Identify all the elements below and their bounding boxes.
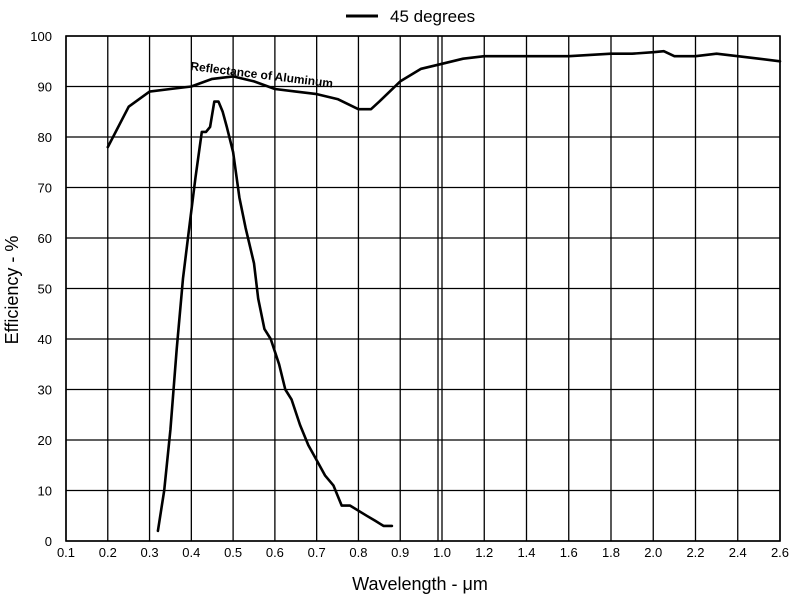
- plot-frame: [65, 35, 781, 542]
- y-tick-label: 50: [38, 282, 52, 297]
- x-tick-label: 2.4: [729, 545, 747, 560]
- x-tick-label: 0.9: [391, 545, 409, 560]
- y-tick-label: 90: [38, 80, 52, 95]
- y-tick-label: 100: [30, 29, 52, 44]
- x-tick-label: 0.6: [266, 545, 284, 560]
- annotation-reflectance: Reflectance of Aluminum: [190, 59, 334, 90]
- x-tick-label: 0.5: [224, 545, 242, 560]
- series: [106, 49, 782, 533]
- x-tick-label: 2.6: [771, 545, 789, 560]
- x-tick-label: 0.8: [349, 545, 367, 560]
- x-tick-label: 0.2: [99, 545, 117, 560]
- y-tick-label: 60: [38, 231, 52, 246]
- legend: 45 degrees: [346, 7, 475, 26]
- x-tick-label: 0.4: [182, 545, 200, 560]
- x-tick-label: 2.0: [644, 545, 662, 560]
- y-tick-label: 20: [38, 433, 52, 448]
- y-axis-title: Efficiency - %: [2, 236, 22, 345]
- series-line-45-degrees: [156, 100, 394, 533]
- x-tick-label: 1.2: [475, 545, 493, 560]
- y-tick-label: 0: [45, 534, 52, 549]
- x-tick-label: 0.3: [141, 545, 159, 560]
- tick-labels: 0.1 0.2 0.3 0.4 0.5 0.6 0.7 0.8 0.9 1.0 1.2 1.4 1.6 1…: [30, 29, 789, 560]
- x-tick-label: 1.8: [602, 545, 620, 560]
- y-tick-label: 30: [38, 383, 52, 398]
- x-tick-label: 1.0: [433, 545, 451, 560]
- x-tick-label: 0.7: [308, 545, 326, 560]
- legend-label: 45 degrees: [390, 7, 475, 26]
- series-line-aluminum-reflectance: [106, 49, 782, 149]
- x-tick-label: 2.2: [686, 545, 704, 560]
- x-tick-label: 0.1: [57, 545, 75, 560]
- y-tick-label: 70: [38, 181, 52, 196]
- y-tick-label: 40: [38, 332, 52, 347]
- x-axis-title: Wavelength - μm: [352, 574, 488, 594]
- y-tick-label: 80: [38, 130, 52, 145]
- grid: [65, 35, 781, 542]
- x-tick-label: 1.4: [517, 545, 535, 560]
- x-tick-label: 1.6: [560, 545, 578, 560]
- y-tick-label: 10: [38, 484, 52, 499]
